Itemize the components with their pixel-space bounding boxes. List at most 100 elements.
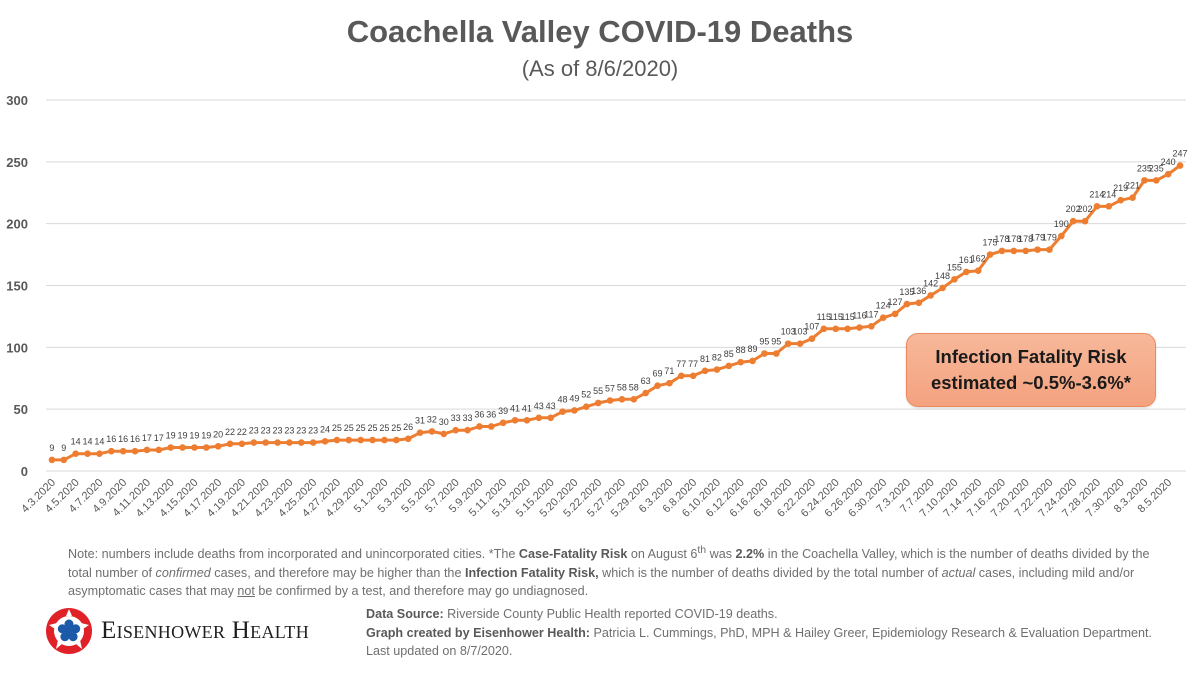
- data-point: [143, 446, 151, 454]
- data-label: 22: [225, 427, 235, 437]
- data-point: [214, 442, 222, 450]
- data-label: 25: [356, 423, 366, 433]
- data-point: [1164, 170, 1172, 178]
- data-label: 77: [676, 359, 686, 369]
- data-point: [48, 456, 56, 464]
- data-label: 142: [923, 278, 938, 288]
- data-label: 22: [237, 427, 247, 437]
- data-label: 23: [273, 426, 283, 436]
- note-italic: confirmed: [155, 565, 211, 580]
- note-bold: Infection Fatality Risk,: [464, 565, 599, 580]
- data-label: 19: [166, 431, 176, 441]
- data-point: [642, 389, 649, 397]
- note-text: Note: numbers include deaths from incorp…: [68, 547, 519, 562]
- data-point: [618, 395, 626, 403]
- data-point: [393, 436, 400, 444]
- data-label: 95: [759, 337, 769, 347]
- data-point: [725, 362, 733, 370]
- data-label: 25: [379, 423, 389, 433]
- data-point: [927, 292, 934, 299]
- data-label: 32: [427, 414, 437, 424]
- data-label: 221: [1125, 181, 1140, 191]
- data-point: [1034, 246, 1041, 253]
- data-label: 89: [748, 344, 758, 354]
- y-tick-label: 200: [6, 217, 28, 232]
- data-point: [369, 436, 376, 444]
- data-label: 71: [664, 366, 674, 376]
- note-bold: 2.2%: [735, 547, 765, 562]
- data-label: 49: [569, 393, 579, 403]
- data-label: 58: [617, 382, 627, 392]
- data-label: 19: [178, 431, 188, 441]
- data-point: [119, 447, 127, 455]
- data-label: 162: [971, 254, 986, 264]
- y-tick-label: 100: [6, 340, 28, 355]
- data-point: [749, 357, 756, 365]
- note-text: be confirmed by a test, and therefore ma…: [254, 584, 589, 599]
- data-label: 19: [189, 431, 199, 441]
- data-label: 26: [403, 422, 413, 432]
- data-label: 178: [1018, 234, 1033, 244]
- data-point: [832, 325, 839, 333]
- data-point: [381, 436, 388, 444]
- data-label: 127: [888, 297, 903, 307]
- data-label: 124: [876, 301, 891, 311]
- data-point: [298, 439, 305, 446]
- data-label: 214: [1089, 189, 1104, 199]
- data-label: 155: [947, 262, 962, 272]
- data-point: [737, 358, 744, 366]
- data-label: 25: [391, 423, 401, 433]
- data-point: [535, 414, 543, 422]
- data-label: 16: [106, 434, 116, 444]
- data-point: [345, 436, 353, 444]
- data-point: [523, 416, 531, 424]
- data-point: [167, 444, 174, 451]
- data-label: 82: [712, 353, 722, 363]
- data-label: 190: [1054, 219, 1069, 229]
- data-label: 88: [736, 345, 746, 355]
- data-point: [713, 366, 721, 373]
- data-point: [583, 403, 590, 410]
- data-point: [357, 436, 364, 444]
- data-label: 31: [415, 416, 425, 426]
- data-point: [1117, 196, 1124, 204]
- data-label: 17: [154, 433, 164, 443]
- data-point: [606, 397, 614, 404]
- data-label: 136: [911, 286, 926, 296]
- data-point: [784, 340, 792, 347]
- data-point: [630, 395, 638, 403]
- data-point: [1176, 162, 1184, 169]
- data-label: 235: [1149, 163, 1164, 173]
- data-point: [203, 444, 210, 451]
- data-point: [820, 325, 828, 333]
- data-label: 115: [817, 312, 831, 322]
- data-label: 115: [829, 312, 843, 322]
- data-point: [951, 276, 958, 283]
- data-point: [60, 456, 68, 464]
- data-point: [701, 367, 709, 375]
- data-point: [84, 450, 91, 457]
- data-point: [986, 251, 994, 258]
- data-label: 14: [83, 437, 93, 447]
- data-label: 55: [593, 386, 603, 396]
- data-label: 14: [71, 437, 81, 447]
- data-point: [594, 399, 602, 407]
- credit-text: Patricia L. Cummings, PhD, MPH & Hailey …: [366, 625, 1153, 659]
- data-point: [1058, 232, 1065, 240]
- data-point: [547, 414, 554, 422]
- data-label: 178: [994, 234, 1009, 244]
- data-label: 247: [1173, 149, 1188, 159]
- data-label: 24: [320, 424, 330, 434]
- data-point: [238, 440, 246, 448]
- note-text: was: [706, 547, 736, 562]
- data-label: 20: [213, 429, 223, 439]
- data-label: 23: [249, 426, 259, 436]
- data-point: [1129, 194, 1136, 201]
- data-point: [998, 247, 1006, 255]
- data-point: [654, 382, 661, 389]
- data-point: [915, 299, 923, 307]
- data-point: [1046, 246, 1053, 253]
- data-label: 58: [629, 382, 639, 392]
- data-label: 179: [1042, 233, 1057, 243]
- data-point: [963, 268, 970, 276]
